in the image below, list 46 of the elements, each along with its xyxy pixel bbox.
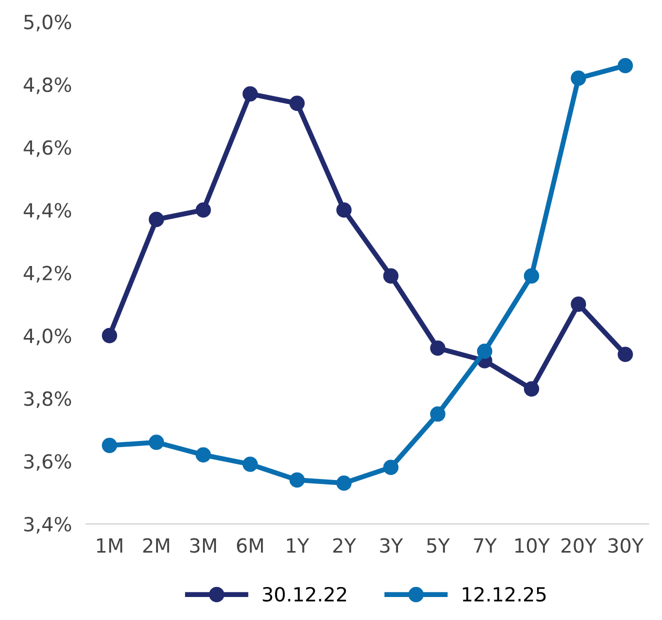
point: [524, 381, 540, 397]
point: [102, 438, 118, 454]
x-tick-label: 1M: [97, 538, 122, 553]
x-tick-label: 6M: [236, 538, 263, 553]
point: [524, 268, 540, 284]
x-tick-label: 3Y: [380, 538, 404, 553]
point: [618, 346, 633, 362]
point: [148, 212, 164, 228]
point: [196, 447, 211, 462]
x-tick-label: 10Y: [515, 538, 550, 553]
x-tick-label: 1Y: [287, 538, 310, 553]
y-tick-label: 4,4%: [24, 202, 72, 220]
x-tick-label: 7Y: [474, 538, 497, 553]
y-tick-label: 5,0%: [24, 14, 72, 32]
point: [477, 344, 492, 359]
x-tick-label: 20Y: [562, 538, 597, 553]
x-tick-label: 2Y: [333, 538, 356, 553]
point: [430, 406, 446, 422]
y-tick-label: 3,4%: [24, 516, 72, 534]
y-tick-label: 4,2%: [24, 266, 72, 282]
point: [336, 475, 352, 491]
point: [242, 86, 258, 102]
point: [383, 460, 398, 476]
x-tick-label: 30Y: [608, 538, 644, 553]
y-tick-label: 4,0%: [24, 328, 72, 346]
x-tick-label: 5Y: [427, 538, 450, 553]
point: [383, 268, 398, 284]
point: [430, 340, 446, 356]
point: [102, 328, 118, 344]
legend-label: 12.12.25: [462, 586, 546, 602]
y-tick-label: 3,8%: [24, 391, 72, 408]
point: [570, 70, 586, 86]
y-tick-label: 3,6%: [24, 454, 72, 471]
point: [242, 456, 258, 472]
point: [196, 202, 211, 218]
point: [289, 96, 305, 111]
point: [148, 434, 164, 450]
point: [289, 472, 305, 488]
legend-label: 30.12.22: [262, 586, 346, 602]
point: [570, 296, 586, 312]
x-tick-label: 3M: [190, 538, 216, 553]
point: [618, 58, 633, 74]
x-tick-label: 2M: [143, 538, 170, 553]
point: [336, 202, 352, 218]
y-tick-label: 4,8%: [24, 77, 72, 94]
y-tick-label: 4,6%: [24, 140, 72, 157]
